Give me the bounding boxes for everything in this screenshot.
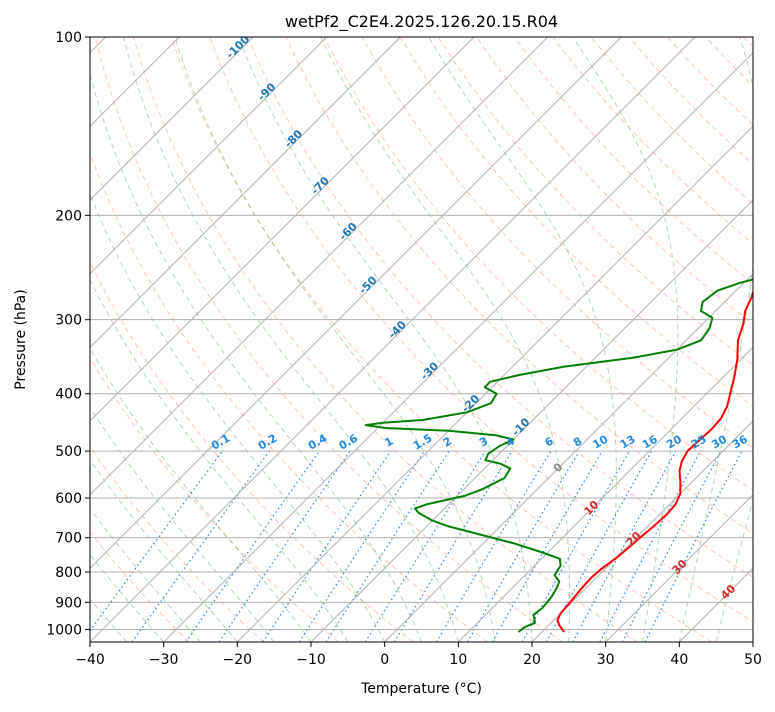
x-tick-label: −30	[149, 652, 179, 668]
y-tick-label: 900	[55, 595, 82, 611]
x-axis-label: Temperature (°C)	[360, 681, 482, 697]
x-tick-label: −10	[296, 652, 326, 668]
x-tick-label: 50	[744, 652, 762, 668]
y-tick-label: 500	[55, 444, 82, 460]
y-tick-label: 400	[55, 387, 82, 403]
x-tick-label: 10	[449, 652, 467, 668]
x-tick-label: −40	[75, 652, 105, 668]
x-tick-label: −20	[223, 652, 253, 668]
chart-title: wetPf2_C2E4.2025.126.20.15.R04	[285, 12, 558, 32]
x-tick-label: 20	[523, 652, 541, 668]
y-axis-label: Pressure (hPa)	[13, 289, 29, 389]
y-tick-label: 600	[55, 491, 82, 507]
y-tick-label: 700	[55, 531, 82, 547]
y-tick-label: 100	[55, 30, 82, 46]
x-tick-label: 0	[380, 652, 389, 668]
y-tick-label: 1000	[46, 622, 82, 638]
y-tick-label: 200	[55, 208, 82, 224]
y-tick-label: 300	[55, 313, 82, 329]
y-tick-label: 800	[55, 565, 82, 581]
x-tick-label: 30	[597, 652, 615, 668]
x-tick-label: 40	[670, 652, 688, 668]
